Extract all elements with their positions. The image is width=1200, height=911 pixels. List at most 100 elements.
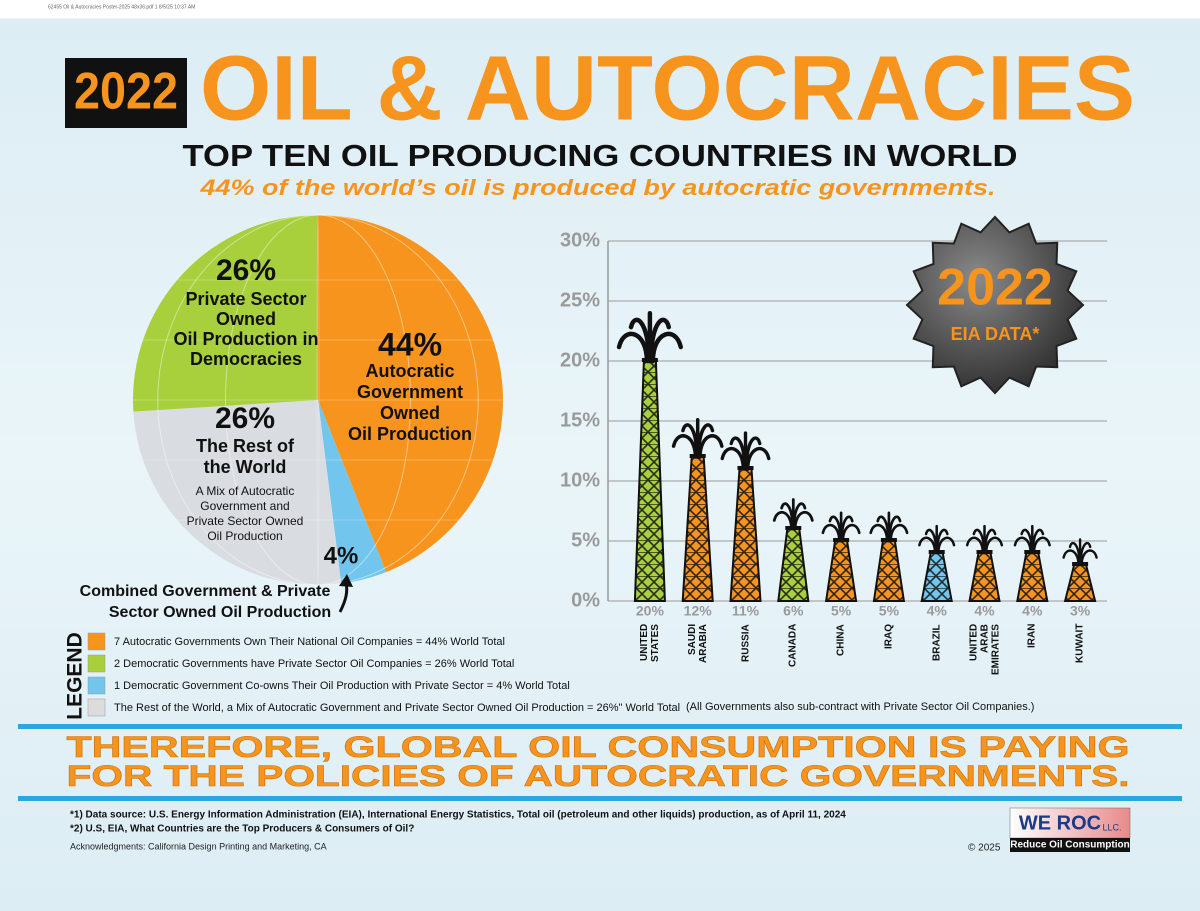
oil-spray-stroke xyxy=(841,523,861,543)
y-tick-label: 20% xyxy=(560,349,600,371)
value-label: 20% xyxy=(636,603,665,619)
year-badge-box xyxy=(65,58,187,128)
pie-label: Sector Owned Oil Production xyxy=(109,604,331,621)
legend-text: 2 Democratic Governments have Private Se… xyxy=(114,658,514,670)
legend-text: 1 Democratic Government Co-owns Their Oi… xyxy=(114,680,570,692)
globe-line xyxy=(316,214,320,586)
pie-percent: 44% xyxy=(378,326,442,362)
bar-lattice xyxy=(1065,565,1096,601)
x-tick-label: UNITED STATES xyxy=(638,624,661,662)
rule xyxy=(18,796,1182,801)
x-tick-label: CHINA xyxy=(835,624,847,656)
x-tick-label: CANADA xyxy=(787,624,799,668)
y-tick-label: 5% xyxy=(571,529,600,551)
oil-spray-stroke xyxy=(746,446,771,471)
y-tick-label: 15% xyxy=(560,409,600,431)
pie-label: Autocratic xyxy=(365,361,454,381)
oil-spray-stroke xyxy=(650,331,683,364)
value-label: 11% xyxy=(732,603,760,619)
oil-spray xyxy=(772,498,814,531)
copyright: © 2025 xyxy=(968,843,1001,854)
value-label: 5% xyxy=(831,603,852,619)
oil-spray xyxy=(869,511,909,543)
pie-label: The Rest of xyxy=(196,436,295,456)
bar-cap xyxy=(1024,550,1041,554)
globe-line xyxy=(157,214,479,586)
pie-label: Democracies xyxy=(190,349,302,369)
bar-lattice xyxy=(682,457,713,601)
bar-lattice xyxy=(730,469,761,601)
oil-spray-stroke xyxy=(1080,549,1098,567)
annotation-arrow xyxy=(338,581,349,613)
pie-slice xyxy=(318,400,387,584)
footnote: *1) Data source: U.S. Energy Information… xyxy=(70,810,846,821)
value-label: 12% xyxy=(684,603,713,619)
title: OIL & AUTOCRACIES xyxy=(200,37,1135,139)
value-label: 6% xyxy=(783,603,804,619)
logo-name: WE ROC xyxy=(1019,812,1101,834)
bar-lattice xyxy=(634,361,665,601)
y-tick-label: 30% xyxy=(560,229,600,251)
conclusion-line: FOR THE POLICIES OF AUTOCRATIC GOVERNMEN… xyxy=(67,760,1130,793)
acknowledgments: Acknowledgments: California Design Print… xyxy=(70,841,327,851)
footnote: *2) U.S, EIA, What Countries are the Top… xyxy=(70,824,414,835)
logo-suffix: LLC. xyxy=(1102,822,1121,832)
x-tick-label: BRAZIL xyxy=(931,624,943,661)
bar-cap xyxy=(1072,562,1089,566)
pie-percent: 26% xyxy=(215,402,275,435)
rule xyxy=(18,724,1182,729)
logo-box xyxy=(1009,807,1131,839)
badge xyxy=(905,215,1085,395)
oil-spray-stroke xyxy=(616,331,650,364)
pie-label: Owned xyxy=(380,403,440,423)
logo-band xyxy=(1010,838,1130,852)
oil-spray-stroke xyxy=(671,434,698,459)
oil-spray xyxy=(616,310,683,364)
bar-lattice xyxy=(1017,553,1048,601)
value-label: 5% xyxy=(879,603,900,619)
oil-spray xyxy=(720,431,771,471)
oil-spray-stroke xyxy=(821,523,841,543)
oil-spray-stroke xyxy=(793,510,814,531)
value-label: 3% xyxy=(1070,603,1091,619)
legend-swatch xyxy=(87,676,106,695)
oil-spray xyxy=(965,524,1004,555)
oil-spray xyxy=(1013,524,1051,555)
pie-slice xyxy=(133,400,342,585)
oil-spray-stroke xyxy=(918,536,937,555)
oil-spray-stroke xyxy=(984,536,1004,555)
value-label: 4% xyxy=(974,603,995,619)
pie-note: Government and xyxy=(200,499,289,513)
pie-note: Private Sector Owned xyxy=(187,514,304,528)
logo-tagline: Reduce Oil Consumption xyxy=(1010,840,1129,851)
x-tick-label: RUSSIA xyxy=(740,624,751,662)
bar-cap xyxy=(785,526,802,530)
y-tick-label: 0% xyxy=(571,589,600,611)
badge-year: 2022 xyxy=(937,259,1053,317)
legend-swatch xyxy=(87,632,106,651)
subtitle: TOP TEN OIL PRODUCING COUNTRIES IN WORLD xyxy=(183,138,1018,173)
x-tick-label: KUWAIT xyxy=(1074,624,1086,664)
legend-text: 7 Autocratic Governments Own Their Natio… xyxy=(114,636,505,648)
legend-swatch xyxy=(87,654,106,673)
value-label: 4% xyxy=(1022,603,1043,619)
oil-spray xyxy=(821,511,861,543)
bar-lattice xyxy=(826,541,857,601)
bar-lattice xyxy=(969,553,1000,601)
pie-percent: 26% xyxy=(216,254,276,287)
pie-percent: 4% xyxy=(324,542,359,569)
bar-cap xyxy=(641,358,658,362)
bar-lattice xyxy=(778,529,809,601)
tagline: 44% of the world’s oil is produced by au… xyxy=(199,175,995,200)
oil-spray-stroke xyxy=(698,434,724,459)
legend-title: LEGEND xyxy=(64,632,87,720)
annotation-arrowhead xyxy=(339,574,353,587)
oil-spray-stroke xyxy=(889,523,909,543)
oil-spray xyxy=(918,524,956,555)
globe-line xyxy=(157,214,479,586)
oil-spray-stroke xyxy=(937,536,956,555)
oil-spray-stroke xyxy=(965,536,985,555)
pie-label: Government xyxy=(357,382,463,402)
